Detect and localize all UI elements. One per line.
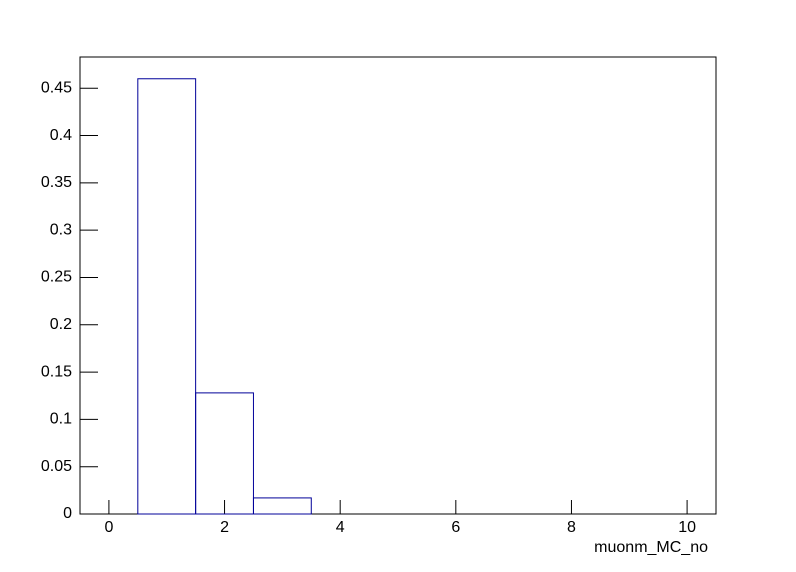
y-tick-label: 0.2: [50, 316, 72, 333]
y-tick-label: 0.35: [41, 174, 72, 191]
y-tick-label: 0.4: [50, 127, 72, 144]
x-tick-label: 8: [567, 519, 576, 536]
y-tick-label: 0.25: [41, 269, 72, 286]
x-tick-label: 10: [678, 519, 696, 536]
y-tick-label: 0.45: [41, 79, 72, 96]
bar: [195, 392, 254, 515]
x-tick-label: 6: [451, 519, 460, 536]
y-tick-label: 0.15: [41, 363, 72, 380]
bar: [252, 497, 312, 515]
bar: [137, 78, 197, 515]
y-tick-label: 0.3: [50, 221, 72, 238]
y-tick-label: 0.05: [41, 458, 72, 475]
x-axis-label: muonm_MC_no: [594, 539, 708, 556]
y-tick-label: 0: [63, 505, 72, 522]
x-tick-label: 2: [220, 519, 229, 536]
plot-frame: [79, 56, 717, 515]
x-tick-label: 4: [336, 519, 345, 536]
y-tick-label: 0.1: [50, 411, 72, 428]
x-tick-label: 0: [104, 519, 113, 536]
